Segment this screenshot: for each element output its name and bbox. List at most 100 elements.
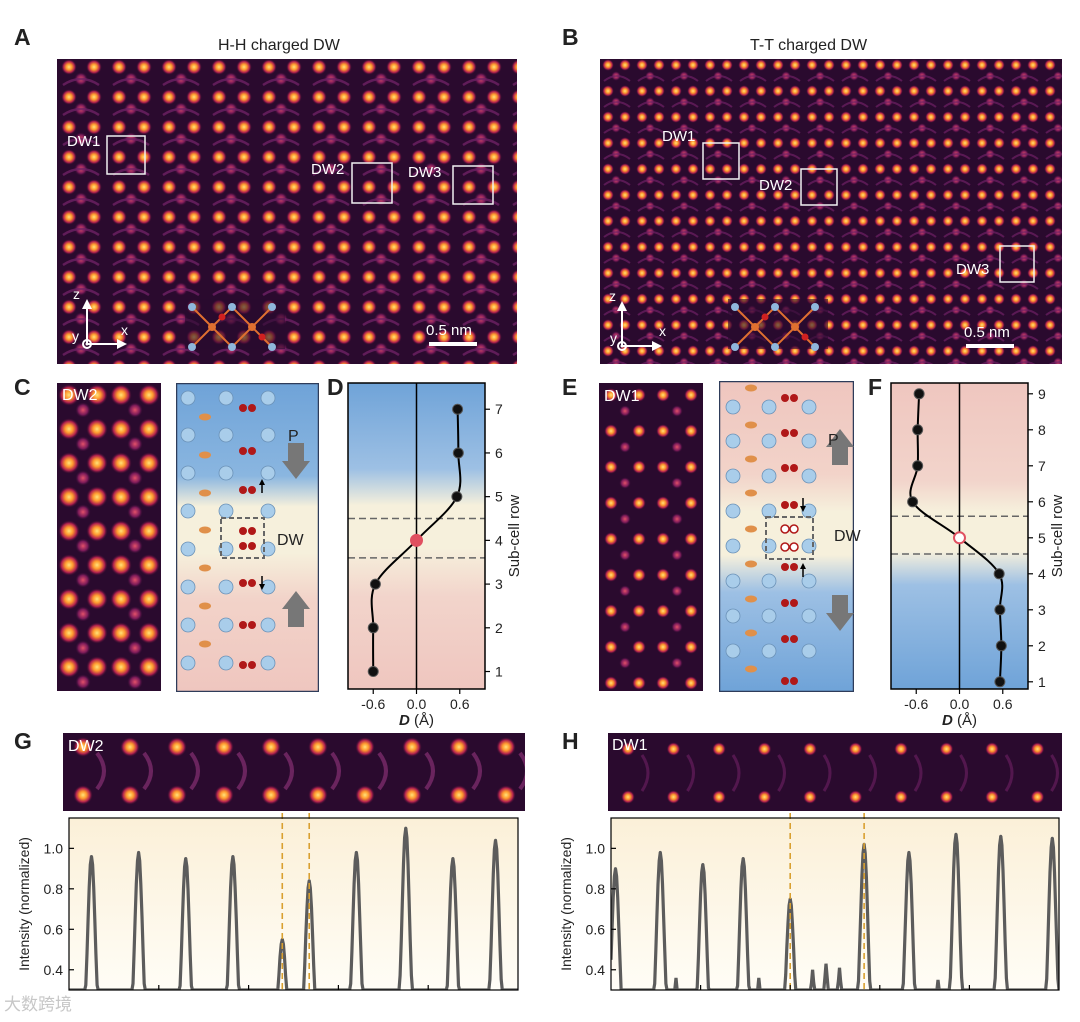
panel-a-dw2-box [351,162,393,204]
chart-f-point-0 [994,676,1006,688]
chart-d-ytick-label-2: 3 [495,576,503,592]
panel-a-dw1-box [106,135,146,175]
panel-label-c: C [14,374,31,400]
chart-f-ytick-label-2: 3 [1038,602,1046,618]
chart-h-peak-3 [741,856,745,860]
panel-a-stem-image [57,59,517,364]
panel-b-axes [617,301,662,351]
chart-f-point-3 [993,568,1005,580]
chart-f-ytick-label-4: 5 [1038,530,1046,546]
panel-h-strip-image [608,733,1062,811]
watermark: 大数跨境 [4,995,72,1015]
chart-f-xtick-label-2: 0.6 [993,696,1013,712]
chart-f-point-2 [994,604,1006,616]
panel-a-dw1-label: DW1 [67,133,101,150]
chart-f-point-8 [913,388,925,400]
panel-h-image-label: DW1 [612,737,648,754]
panel-e-dw-label: DW [834,528,861,545]
panel-c-stem-image [57,383,161,691]
panel-b-dw1-box [702,142,740,180]
chart-f-xlabel-unit: (Å) [953,712,977,728]
panel-e-schematic [719,381,854,692]
panel-label-f: F [868,374,883,400]
panel-b-dw2-box [800,168,838,206]
chart-g-ytick-label-1: 0.6 [44,921,64,937]
panel-b-axis-y: y [610,330,617,346]
chart-f-center-point [953,531,966,545]
panel-c-dw-label: DW [277,532,304,549]
panel-c-schematic [176,383,319,692]
panel-b-title: T-T charged DW [750,37,868,54]
panel-label-a: A [14,24,31,50]
chart-h-ytick-label-0: 0.4 [586,962,606,978]
panel-a-axis-x: x [121,322,128,338]
chart-g-frame [68,817,519,991]
panel-label-d: D [327,374,344,400]
chart-g-ylabel: Intensity (normalized) [16,837,32,971]
chart-d-ytick-label-1: 2 [495,620,503,636]
panel-a-crystal-model [185,299,285,351]
chart-f-xtick-label-0: -0.6 [904,696,928,712]
chart-d-ylabel: Sub-cell row [506,495,523,578]
chart-d-ytick-label-4: 5 [495,489,503,505]
panel-e-p-label: P [828,432,839,449]
chart-g-ytick-label-3: 1.0 [44,840,64,856]
chart-h-peak-9 [1050,836,1054,840]
chart-d-ytick-label-5: 6 [495,445,503,461]
chart-d-xtick-label-0: -0.6 [361,696,385,712]
chart-d-ytick-label-3: 4 [495,532,503,548]
chart-d-point-0 [367,666,379,678]
chart-g-peak-3 [231,854,235,858]
chart-f-ytick-label-3: 4 [1038,566,1046,582]
chart-d-point-1 [367,622,379,634]
chart-d-ytick-label-6: 7 [495,401,503,417]
chart-d-ytick-label-0: 1 [495,664,503,680]
panel-b-dw2-label: DW2 [759,177,793,194]
panel-g-image-label: DW2 [68,738,104,755]
panel-label-h: H [562,728,579,754]
chart-g-curve [69,827,518,990]
chart-f-point-5 [907,496,919,508]
panel-label-b: B [562,24,579,50]
chart-g-peak-1 [137,850,141,854]
chart-d-point-5 [452,447,464,459]
chart-g-peak-0 [89,854,93,858]
panel-label-g: G [14,728,32,754]
chart-d-xtick-label-2: 0.6 [450,696,470,712]
panel-c-image-label: DW2 [62,387,98,404]
chart-g-peak-2 [184,856,188,860]
chart-f-ytick-label-7: 8 [1038,422,1046,438]
chart-d-xtick-label-1: 0.0 [407,696,427,712]
chart-f-ytick-label-5: 6 [1038,494,1046,510]
chart-d-xlabel-symbol: D [399,712,410,728]
chart-d-point-6 [452,403,464,415]
chart-f-xlabel: D (Å) [942,712,977,728]
panel-a-dw3-label: DW3 [408,164,442,181]
panel-f-chart: -0.6 0.0 0.6 1 2 3 4 5 6 7 8 9 D (Å) Sub-cell row [890,382,1066,728]
panel-a-title: H-H charged DW [218,37,340,54]
chart-d-xlabel-unit: (Å) [410,712,434,728]
panel-a-dw2-label: DW2 [311,161,345,178]
chart-g-ytick-label-0: 0.4 [44,962,64,978]
chart-f-xtick-label-1: 0.0 [950,696,970,712]
chart-h-peak-6 [907,850,911,854]
chart-d-center-point [410,533,423,547]
chart-g-peak-6 [354,850,358,854]
chart-h-ytick-label-3: 1.0 [586,840,606,856]
chart-g-peak-5 [307,879,311,883]
panel-g-strip-image [63,733,525,811]
panel-b-stem-image [600,59,1062,364]
chart-f-ylabel: Sub-cell row [1049,495,1066,578]
panel-a-axis-y: y [72,328,79,344]
chart-d-point-2 [369,578,381,590]
panel-b-crystal-model [728,299,828,351]
chart-h-plot-bg [611,818,1059,990]
panel-b-dw3-box [999,245,1035,283]
chart-f-ytick-label-6: 7 [1038,458,1046,474]
chart-h-ytick-label-2: 0.8 [586,881,606,897]
chart-g-peak-7 [404,826,408,830]
chart-f-ytick-label-0: 1 [1038,674,1046,690]
chart-h-peak-8 [999,834,1003,838]
panel-d-chart: -0.6 0.0 0.6 1 2 3 4 5 6 7 D (Å) Sub-cell row [347,382,523,728]
panel-b-scale-label: 0.5 nm [964,324,1010,341]
